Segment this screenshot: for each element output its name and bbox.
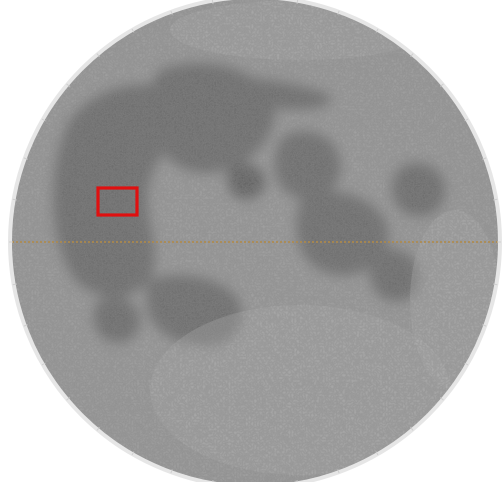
limb-tick bbox=[131, 28, 135, 33]
limb-tick bbox=[440, 83, 444, 87]
limb-tick bbox=[410, 427, 414, 431]
limb-tick bbox=[12, 283, 17, 286]
limb-tick bbox=[375, 451, 379, 456]
limb-tick bbox=[41, 118, 46, 122]
limb-tick bbox=[296, 480, 298, 482]
limb-tick bbox=[96, 427, 100, 431]
limb-tick bbox=[482, 324, 487, 327]
limb-tick bbox=[410, 53, 414, 57]
limb-tick bbox=[464, 118, 469, 122]
limb-tick bbox=[66, 397, 70, 401]
limb-tick bbox=[482, 157, 487, 160]
limb-tick bbox=[96, 53, 100, 57]
limb-tick bbox=[493, 198, 498, 201]
limb-tick bbox=[66, 83, 70, 87]
limb-tick bbox=[296, 0, 299, 4]
limb-tick bbox=[12, 198, 17, 201]
limb-tick bbox=[440, 397, 444, 401]
highlight-box[interactable] bbox=[96, 186, 139, 217]
limb-tick bbox=[170, 10, 173, 15]
limb-tick bbox=[41, 362, 46, 366]
limb-tick bbox=[211, 0, 214, 4]
limb-tick bbox=[375, 28, 379, 33]
limb-tick bbox=[493, 283, 498, 286]
limb-tick bbox=[170, 469, 173, 474]
limb-tick bbox=[23, 324, 28, 327]
limb-tick bbox=[337, 10, 340, 15]
limb-tick bbox=[23, 157, 28, 160]
limb-tick bbox=[131, 451, 135, 456]
limb-tick-marks bbox=[9, 0, 501, 482]
limb-tick bbox=[337, 469, 340, 474]
limb-tick bbox=[464, 362, 469, 366]
limb-tick bbox=[212, 480, 214, 482]
